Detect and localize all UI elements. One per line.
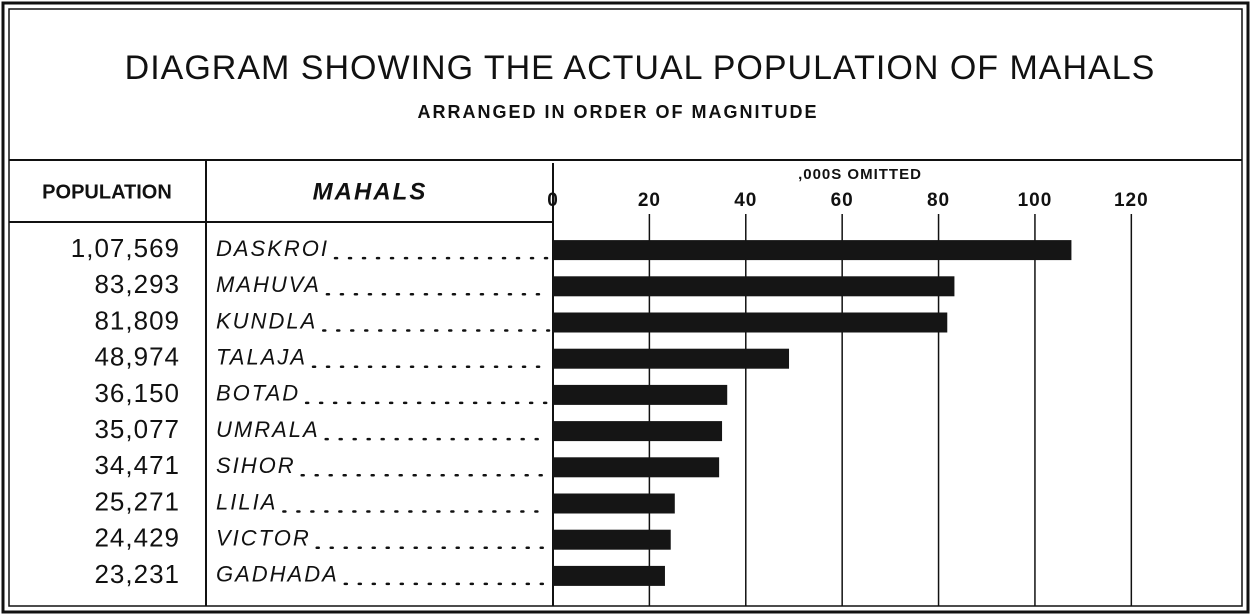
mahal-name: GADHADA	[216, 562, 339, 587]
mahals-header: MAHALS	[313, 178, 428, 205]
bar	[553, 312, 948, 333]
mahal-name: KUNDLA	[216, 308, 317, 333]
population-label: 81,809	[94, 305, 180, 335]
bar	[553, 421, 723, 442]
population-header: POPULATION	[42, 181, 172, 203]
mahal-name: VICTOR	[216, 526, 311, 551]
axis-unit: ,000S OMITTED	[798, 166, 922, 183]
population-label: 25,271	[94, 486, 180, 516]
bar	[553, 384, 728, 405]
population-label: 23,231	[94, 559, 180, 589]
x-tick-label: 80	[927, 190, 950, 211]
x-tick-label: 40	[734, 190, 757, 211]
x-tick-label: 100	[1018, 190, 1053, 211]
population-label: 34,471	[94, 450, 180, 480]
bar	[553, 240, 1072, 261]
mahal-name: LILIA	[216, 489, 277, 514]
x-tick-label: 20	[638, 190, 661, 211]
bar	[553, 457, 720, 478]
mahal-name: SIHOR	[216, 453, 296, 478]
population-label: 35,077	[94, 414, 180, 444]
mahal-name: MAHUVA	[216, 272, 321, 297]
chart-subtitle: ARRANGED IN ORDER OF MAGNITUDE	[418, 102, 819, 122]
population-label: 83,293	[94, 269, 180, 299]
x-tick-label: 120	[1114, 190, 1149, 211]
mahal-name: BOTAD	[216, 381, 300, 406]
population-label: 24,429	[94, 523, 180, 553]
x-tick-label: 60	[831, 190, 854, 211]
population-label: 1,07,569	[71, 233, 180, 263]
mahal-name: TALAJA	[216, 345, 307, 370]
mahal-name: DASKROI	[216, 236, 329, 261]
population-label: 48,974	[94, 342, 180, 372]
bar	[553, 565, 665, 586]
bar	[553, 276, 955, 297]
inner-frame	[8, 8, 1243, 607]
mahal-name: UMRALA	[216, 417, 320, 442]
population-label: 36,150	[94, 378, 180, 408]
chart-title: DIAGRAM SHOWING THE ACTUAL POPULATION OF…	[125, 49, 1156, 87]
bar	[553, 529, 671, 550]
bar	[553, 348, 790, 369]
bar	[553, 493, 675, 514]
